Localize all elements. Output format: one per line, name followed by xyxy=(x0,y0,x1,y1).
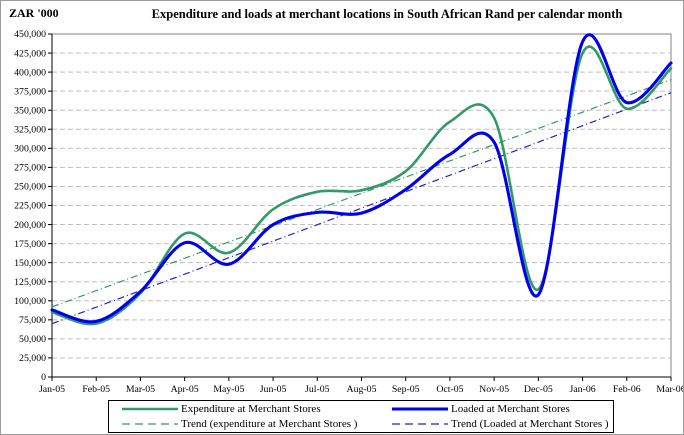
svg-text:400,000: 400,000 xyxy=(14,67,46,78)
svg-text:25,000: 25,000 xyxy=(19,353,46,364)
legend-swatch-trend-loaded-line xyxy=(392,423,448,425)
legend-item-expenditure: Expenditure at Merchant Stores xyxy=(109,402,379,416)
legend: Expenditure at Merchant Stores Loaded at… xyxy=(108,400,614,433)
svg-text:275,000: 275,000 xyxy=(14,163,46,174)
svg-text:Jun-05: Jun-05 xyxy=(260,384,287,395)
svg-text:Mar-06: Mar-06 xyxy=(656,384,684,395)
svg-text:Feb-05: Feb-05 xyxy=(82,384,110,395)
svg-text:Dec-05: Dec-05 xyxy=(524,384,553,395)
svg-text:Jan-06: Jan-06 xyxy=(570,384,596,395)
legend-swatch-expenditure-line xyxy=(122,407,178,411)
legend-item-trend-loaded: Trend (Loaded at Merchant Stores ) xyxy=(379,417,613,431)
svg-text:Oct-05: Oct-05 xyxy=(436,384,463,395)
svg-text:225,000: 225,000 xyxy=(14,201,46,212)
svg-text:450,000: 450,000 xyxy=(14,29,46,40)
svg-text:Jan-05: Jan-05 xyxy=(39,384,65,395)
svg-text:Aug-05: Aug-05 xyxy=(347,384,377,395)
legend-swatch-loaded-line xyxy=(392,407,448,411)
svg-text:Apr-05: Apr-05 xyxy=(171,384,199,395)
svg-text:Nov-05: Nov-05 xyxy=(479,384,509,395)
legend-item-loaded: Loaded at Merchant Stores xyxy=(379,402,613,416)
legend-label-trend-expenditure: Trend (expenditure at Merchant Stores ) xyxy=(181,418,358,430)
svg-text:325,000: 325,000 xyxy=(14,124,46,135)
svg-text:125,000: 125,000 xyxy=(14,277,46,288)
svg-text:425,000: 425,000 xyxy=(14,48,46,59)
svg-text:Sep-05: Sep-05 xyxy=(392,384,420,395)
svg-text:100,000: 100,000 xyxy=(14,296,46,307)
plot-area: 0 25,000 50,000 75,000 100,000 125,000 150,000… xyxy=(14,29,684,395)
svg-text:200,000: 200,000 xyxy=(14,220,46,231)
svg-text:May-05: May-05 xyxy=(213,384,244,395)
svg-text:175,000: 175,000 xyxy=(14,239,46,250)
legend-swatch-trend-expenditure-line xyxy=(122,423,178,425)
legend-label-expenditure: Expenditure at Merchant Stores xyxy=(181,403,321,415)
legend-item-trend-expenditure: Trend (expenditure at Merchant Stores ) xyxy=(109,417,379,431)
svg-text:Feb-06: Feb-06 xyxy=(613,384,641,395)
svg-text:50,000: 50,000 xyxy=(19,334,46,345)
svg-text:75,000: 75,000 xyxy=(19,315,46,326)
svg-text:300,000: 300,000 xyxy=(14,144,46,155)
svg-text:0: 0 xyxy=(41,372,46,383)
legend-label-loaded: Loaded at Merchant Stores xyxy=(451,403,570,415)
svg-text:Jul-05: Jul-05 xyxy=(305,384,330,395)
svg-text:375,000: 375,000 xyxy=(14,86,46,97)
svg-text:Mar-05: Mar-05 xyxy=(126,384,155,395)
chart-title: Expenditure and loads at merchant locati… xyxy=(151,7,623,21)
y-axis-unit-label: ZAR '000 xyxy=(9,6,59,20)
svg-text:250,000: 250,000 xyxy=(14,182,46,193)
svg-text:350,000: 350,000 xyxy=(14,105,46,116)
legend-label-trend-loaded: Trend (Loaded at Merchant Stores ) xyxy=(451,418,609,430)
svg-text:150,000: 150,000 xyxy=(14,258,46,269)
